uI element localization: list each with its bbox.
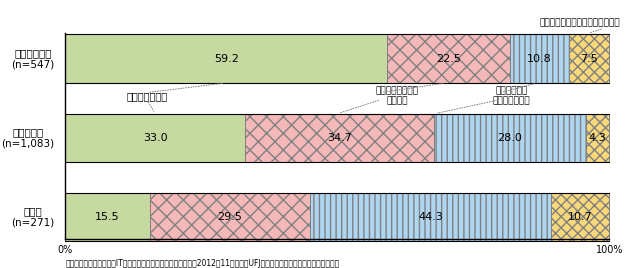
FancyBboxPatch shape: [586, 114, 609, 162]
FancyBboxPatch shape: [387, 34, 510, 83]
Text: 10.8: 10.8: [527, 54, 552, 64]
Text: 7.5: 7.5: [580, 54, 598, 64]
FancyBboxPatch shape: [150, 193, 310, 241]
Text: 59.2: 59.2: [214, 54, 239, 64]
FancyBboxPatch shape: [65, 114, 245, 162]
Text: 取引先等の社外も含めて見直した: 取引先等の社外も含めて見直した: [540, 18, 620, 27]
Text: 大企業
(n=271): 大企業 (n=271): [11, 206, 54, 228]
Text: 15.5: 15.5: [95, 212, 120, 222]
Text: 資料：中小企業庁委託「ITの活用に関するアンケート調査」（2012年11月、三菱UFJリサーチ＆コンサルティング（株））: 資料：中小企業庁委託「ITの活用に関するアンケート調査」（2012年11月、三菱…: [65, 259, 339, 268]
Text: 0%: 0%: [58, 245, 73, 255]
Text: 100%: 100%: [596, 245, 623, 255]
FancyBboxPatch shape: [245, 114, 434, 162]
Text: 小規模事業者
(n=547): 小規模事業者 (n=547): [11, 48, 54, 69]
Text: 44.3: 44.3: [419, 212, 443, 222]
FancyBboxPatch shape: [551, 193, 609, 241]
Text: 34.7: 34.7: [327, 133, 352, 143]
Text: 22.5: 22.5: [436, 54, 461, 64]
Text: 4.3: 4.3: [589, 133, 607, 143]
Text: 部門や業務を
越えて見直した: 部門や業務を 越えて見直した: [493, 86, 530, 106]
FancyBboxPatch shape: [310, 193, 551, 241]
Text: 10.7: 10.7: [568, 212, 593, 222]
Text: 中規模企業
(n=1,083): 中規模企業 (n=1,083): [1, 127, 54, 149]
FancyBboxPatch shape: [568, 34, 609, 83]
Text: 29.5: 29.5: [218, 212, 242, 222]
FancyBboxPatch shape: [510, 34, 568, 83]
FancyBboxPatch shape: [65, 34, 387, 83]
Text: 部門内や業務内で
見直した: 部門内や業務内で 見直した: [376, 86, 419, 106]
Text: 33.0: 33.0: [143, 133, 167, 143]
FancyBboxPatch shape: [434, 114, 586, 162]
Text: 28.0: 28.0: [498, 133, 523, 143]
Text: 見直さなかった: 見直さなかった: [126, 91, 168, 101]
FancyBboxPatch shape: [65, 193, 150, 241]
